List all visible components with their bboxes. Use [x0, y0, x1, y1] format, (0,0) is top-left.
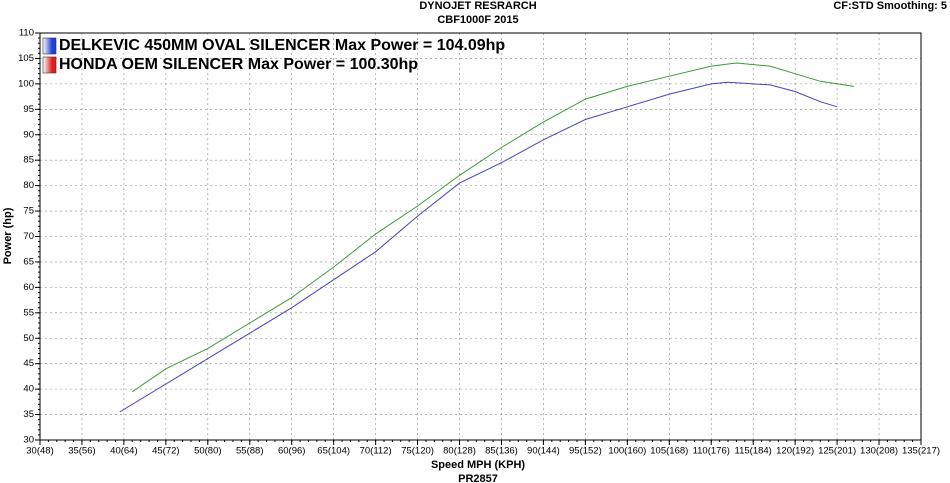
- x-tick-label: 75(120): [401, 446, 434, 457]
- y-tick-label: 80: [23, 180, 34, 191]
- x-tick-label: 135(217): [902, 446, 940, 457]
- y-tick-label: 110: [19, 28, 34, 39]
- x-tick-label: 60(96): [278, 446, 305, 457]
- y-tick-label: 45: [23, 358, 34, 369]
- x-tick-label: 105(168): [650, 446, 688, 457]
- x-tick-label: 85(136): [485, 446, 518, 457]
- x-tick-label: 50(80): [194, 446, 221, 457]
- x-tick-label: 40(64): [110, 446, 137, 457]
- corner-note: CF:STD Smoothing: 5: [833, 0, 947, 12]
- y-tick-label: 95: [23, 104, 34, 115]
- x-tick-label: 45(72): [152, 446, 179, 457]
- x-tick-label: 70(112): [360, 446, 392, 457]
- chart-title: DYNOJET RESRARCH: [419, 0, 536, 12]
- y-tick-label: 50: [23, 333, 34, 344]
- y-tick-label: 40: [23, 384, 34, 395]
- x-axis-label: Speed MPH (KPH): [431, 459, 525, 471]
- x-tick-label: 100(160): [608, 446, 646, 457]
- legend-label: HONDA OEM SILENCER Max Power = 100.30hp: [59, 56, 418, 73]
- x-tick-label: 125(201): [818, 446, 856, 457]
- x-tick-label: 30(48): [26, 446, 53, 457]
- x-tick-label: 120(192): [776, 446, 814, 457]
- y-tick-label: 65: [23, 256, 34, 267]
- y-tick-label: 70: [23, 231, 34, 242]
- x-tick-label: 55(88): [236, 446, 263, 457]
- x-tick-label: 65(104): [317, 446, 350, 457]
- legend-label: DELKEVIC 450MM OVAL SILENCER Max Power =…: [59, 37, 505, 54]
- x-tick-label: 90(144): [527, 446, 560, 457]
- y-tick-label: 75: [23, 206, 34, 217]
- x-tick-label: 110(176): [693, 446, 730, 457]
- x-tick-label: 80(128): [443, 446, 476, 457]
- y-tick-label: 85: [23, 155, 34, 166]
- x-tick-label: 35(56): [68, 446, 95, 457]
- series-line: [132, 62, 854, 393]
- plot-frame: [39, 32, 922, 441]
- y-tick-label: 90: [23, 129, 34, 140]
- y-tick-label: 105: [18, 53, 34, 64]
- legend-swatch: [42, 56, 57, 74]
- footer: PR2857: [458, 473, 498, 483]
- x-tick-label: 95(152): [569, 446, 602, 457]
- y-tick-label: 30: [23, 435, 34, 446]
- y-tick-label: 55: [23, 307, 34, 318]
- x-tick-label: 130(208): [860, 446, 898, 457]
- y-tick-label: 60: [23, 282, 34, 293]
- x-tick-label: 115(184): [735, 446, 772, 457]
- y-tick-label: 100: [18, 78, 34, 89]
- y-axis-label: Power (hp): [2, 207, 14, 264]
- legend-swatch: [42, 37, 57, 55]
- y-tick-label: 35: [23, 409, 34, 420]
- series-line: [119, 81, 838, 413]
- chart-subtitle: CBF1000F 2015: [437, 14, 518, 26]
